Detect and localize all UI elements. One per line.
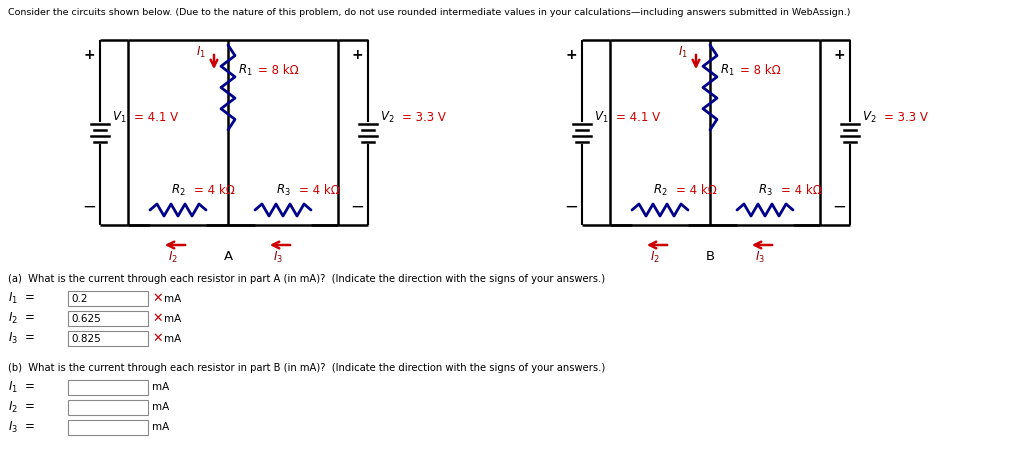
Text: $I_3$  =: $I_3$ = bbox=[8, 420, 35, 435]
Text: = 3.3 V: = 3.3 V bbox=[884, 111, 928, 124]
Text: $V_2$: $V_2$ bbox=[862, 110, 877, 125]
Bar bbox=[68, 420, 148, 435]
Text: $V_2$: $V_2$ bbox=[380, 110, 394, 125]
Text: = 4.1 V: = 4.1 V bbox=[616, 111, 660, 124]
Text: $R_3$: $R_3$ bbox=[758, 183, 772, 198]
Text: B: B bbox=[706, 251, 715, 263]
Text: $R_2$: $R_2$ bbox=[652, 183, 668, 198]
Text: = 4 kΩ: = 4 kΩ bbox=[676, 184, 717, 197]
Text: $R_1$: $R_1$ bbox=[720, 62, 734, 77]
Text: mA: mA bbox=[164, 314, 181, 323]
Text: mA: mA bbox=[152, 423, 169, 432]
Text: $I_1$  =: $I_1$ = bbox=[8, 380, 35, 395]
Text: $I_2$  =: $I_2$ = bbox=[8, 400, 35, 415]
Text: = 3.3 V: = 3.3 V bbox=[402, 111, 445, 124]
Text: $I_3$  =: $I_3$ = bbox=[8, 331, 35, 346]
Bar bbox=[68, 311, 148, 326]
Text: Consider the circuits shown below. (Due to the nature of this problem, do not us: Consider the circuits shown below. (Due … bbox=[8, 8, 851, 17]
Text: = 4.1 V: = 4.1 V bbox=[134, 111, 178, 124]
Text: A: A bbox=[223, 251, 232, 263]
Text: $I_3$: $I_3$ bbox=[755, 249, 765, 265]
Text: = 4 kΩ: = 4 kΩ bbox=[299, 184, 340, 197]
Text: $V_1$: $V_1$ bbox=[594, 110, 608, 125]
Text: −: − bbox=[833, 198, 846, 216]
Text: 0.825: 0.825 bbox=[71, 334, 100, 343]
Text: mA: mA bbox=[152, 383, 169, 392]
Text: +: + bbox=[834, 48, 845, 62]
Text: −: − bbox=[82, 198, 96, 216]
Bar bbox=[68, 331, 148, 346]
Text: = 4 kΩ: = 4 kΩ bbox=[781, 184, 822, 197]
Text: $I_1$: $I_1$ bbox=[678, 44, 688, 60]
Text: $R_2$: $R_2$ bbox=[171, 183, 185, 198]
Text: $I_3$: $I_3$ bbox=[273, 249, 283, 265]
Text: $R_1$: $R_1$ bbox=[238, 62, 253, 77]
Text: $I_1$  =: $I_1$ = bbox=[8, 291, 35, 306]
Text: = 8 kΩ: = 8 kΩ bbox=[258, 63, 299, 76]
Text: −: − bbox=[350, 198, 364, 216]
Text: mA: mA bbox=[152, 403, 169, 412]
Text: ✕: ✕ bbox=[152, 332, 163, 345]
Text: +: + bbox=[351, 48, 362, 62]
Text: $I_2$: $I_2$ bbox=[168, 249, 178, 265]
Text: 0.625: 0.625 bbox=[71, 314, 100, 323]
Text: +: + bbox=[565, 48, 577, 62]
Text: (b)  What is the current through each resistor in part B (in mA)?  (Indicate the: (b) What is the current through each res… bbox=[8, 363, 605, 373]
Text: ✕: ✕ bbox=[152, 292, 163, 305]
Text: −: − bbox=[564, 198, 578, 216]
Text: 0.2: 0.2 bbox=[71, 294, 87, 303]
Text: +: + bbox=[83, 48, 95, 62]
Text: $R_3$: $R_3$ bbox=[275, 183, 291, 198]
Bar bbox=[68, 400, 148, 415]
Text: $V_1$: $V_1$ bbox=[112, 110, 127, 125]
Text: mA: mA bbox=[164, 334, 181, 343]
Text: = 8 kΩ: = 8 kΩ bbox=[740, 63, 780, 76]
Text: $I_2$: $I_2$ bbox=[650, 249, 659, 265]
Text: = 4 kΩ: = 4 kΩ bbox=[194, 184, 234, 197]
Text: $I_1$: $I_1$ bbox=[196, 44, 206, 60]
Text: ✕: ✕ bbox=[152, 312, 163, 325]
Text: (a)  What is the current through each resistor in part A (in mA)?  (Indicate the: (a) What is the current through each res… bbox=[8, 274, 605, 284]
Text: mA: mA bbox=[164, 294, 181, 303]
Text: $I_2$  =: $I_2$ = bbox=[8, 311, 35, 326]
Bar bbox=[68, 291, 148, 306]
Bar bbox=[68, 380, 148, 395]
